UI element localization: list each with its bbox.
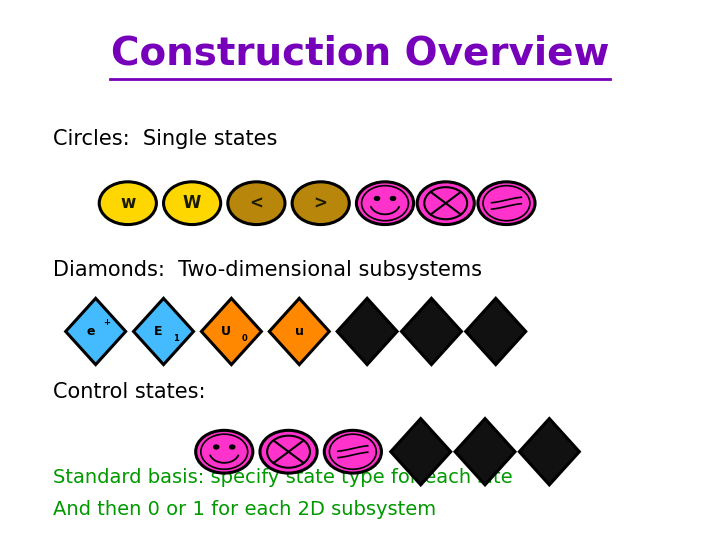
Polygon shape <box>402 298 462 365</box>
Text: 0: 0 <box>241 334 247 343</box>
Text: <: < <box>249 194 264 212</box>
Text: And then 0 or 1 for each 2D subsystem: And then 0 or 1 for each 2D subsystem <box>53 500 436 519</box>
Text: e: e <box>86 325 94 338</box>
Text: Control states:: Control states: <box>53 382 205 402</box>
Text: E: E <box>154 325 163 338</box>
Polygon shape <box>202 298 261 365</box>
Polygon shape <box>466 298 526 365</box>
Text: u: u <box>294 325 304 338</box>
Text: U: U <box>221 325 231 338</box>
Text: Circles:  Single states: Circles: Single states <box>53 129 277 149</box>
Polygon shape <box>337 298 397 365</box>
Circle shape <box>417 182 474 225</box>
Circle shape <box>390 197 395 200</box>
Circle shape <box>356 182 413 225</box>
Text: Construction Overview: Construction Overview <box>111 35 609 72</box>
Text: Standard basis: specify state type for each site: Standard basis: specify state type for e… <box>53 468 513 487</box>
Circle shape <box>99 182 156 225</box>
Text: W: W <box>183 194 202 212</box>
Polygon shape <box>269 298 329 365</box>
Text: >: > <box>314 194 328 212</box>
Circle shape <box>230 445 235 449</box>
Polygon shape <box>391 418 451 485</box>
Circle shape <box>478 182 535 225</box>
Circle shape <box>374 197 379 200</box>
Text: +: + <box>104 318 111 327</box>
Circle shape <box>228 182 285 225</box>
Polygon shape <box>519 418 580 485</box>
Circle shape <box>324 430 382 473</box>
Polygon shape <box>455 418 515 485</box>
Circle shape <box>260 430 317 473</box>
Circle shape <box>196 430 253 473</box>
Polygon shape <box>66 298 126 365</box>
Circle shape <box>214 445 219 449</box>
Circle shape <box>292 182 349 225</box>
Text: w: w <box>120 194 135 212</box>
Text: 1: 1 <box>173 334 179 343</box>
Text: Diamonds:  Two-dimensional subsystems: Diamonds: Two-dimensional subsystems <box>53 260 482 280</box>
Polygon shape <box>133 298 194 365</box>
Circle shape <box>163 182 221 225</box>
